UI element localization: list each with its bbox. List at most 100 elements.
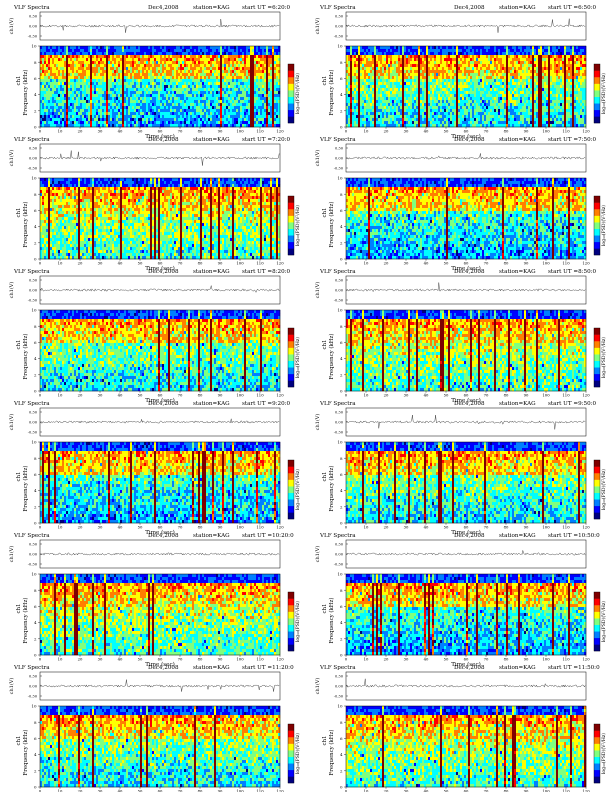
spectrogram-cell: [490, 55, 493, 59]
spectrogram-cell: [210, 58, 213, 62]
spectrogram-cell: [452, 55, 455, 59]
spectrogram-cell: [278, 115, 281, 119]
spectrogram-cell: [268, 97, 271, 101]
spectrogram-cell: [540, 67, 543, 71]
spectrogram-cell: [524, 58, 527, 62]
spectrogram-cell: [44, 118, 47, 122]
spectrogram-cell: [498, 82, 501, 86]
spectrogram-cell: [134, 58, 137, 62]
spectrogram-cell: [408, 58, 411, 62]
spectrogram-cell: [398, 82, 401, 86]
spectrogram-cell: [254, 52, 257, 56]
spectrogram-cell: [434, 79, 437, 83]
spectrogram-cell: [414, 70, 417, 74]
spectrogram-cell: [152, 109, 155, 113]
spectrogram-cell: [540, 49, 543, 53]
spectrogram-cell: [62, 124, 65, 128]
spectrogram-cell: [194, 49, 197, 53]
spectrogram-cell: [572, 70, 575, 74]
spectrogram-cell: [520, 67, 523, 71]
spectrogram-cell: [82, 46, 85, 50]
spectrogram-cell: [224, 103, 227, 107]
spectrogram-cell: [230, 58, 233, 62]
spectrogram-cell: [86, 58, 89, 62]
spectrogram-cell: [568, 67, 571, 71]
spectrogram-cell: [422, 73, 425, 77]
spectrogram-cell: [60, 112, 63, 116]
spectrogram-cell: [98, 52, 101, 56]
spectrogram-cell: [142, 112, 145, 116]
spectrogram-cell: [464, 49, 467, 53]
spectrogram-cell: [42, 112, 45, 116]
spectrogram-cell: [384, 52, 387, 56]
spectrogram-cell: [50, 106, 53, 110]
spectrogram-cell: [146, 103, 149, 107]
spectrogram-cell: [270, 115, 273, 119]
spectrogram-cell: [74, 67, 77, 71]
spectrogram-cell: [140, 91, 143, 95]
spectrogram-cell: [238, 61, 241, 65]
spectrogram-cell: [102, 70, 105, 74]
spectrogram-cell: [372, 67, 375, 71]
spectrogram-cell: [160, 100, 163, 104]
spectrogram-cell: [200, 49, 203, 53]
spectrogram-cell: [484, 70, 487, 74]
spectrogram-cell: [156, 100, 159, 104]
spectrogram-cell: [140, 115, 143, 119]
spectrogram-cell: [372, 79, 375, 83]
spectrogram-cell: [210, 112, 213, 116]
spectrogram-cell: [428, 67, 431, 71]
spectrogram-cell: [408, 55, 411, 59]
spectrogram-cell: [76, 67, 79, 71]
spectrogram-cell: [574, 67, 577, 71]
spectrogram-cell: [200, 82, 203, 86]
spectrogram-cell: [78, 91, 81, 95]
spectrogram-cell: [422, 82, 425, 86]
spectrogram-cell: [496, 85, 499, 89]
spectrogram-cell: [580, 70, 583, 74]
spectrogram-cell: [74, 121, 77, 125]
spectrogram-cell: [78, 88, 81, 92]
spectrogram-cell: [512, 64, 515, 68]
spectrogram-cell: [390, 79, 393, 83]
spectrogram-cell: [44, 82, 47, 86]
spectrogram-cell: [202, 73, 205, 77]
spectrogram-cell: [568, 46, 571, 50]
spectrogram-cell: [102, 124, 105, 128]
spectrogram-cell: [480, 82, 483, 86]
spectrogram-cell: [224, 100, 227, 104]
spectrogram-cell: [156, 85, 159, 89]
spectrogram-cell: [144, 118, 147, 122]
spectrogram-cell: [160, 109, 163, 113]
spectrogram-cell: [206, 121, 209, 125]
spectrogram-cell: [108, 52, 111, 56]
spectrogram-cell: [110, 100, 113, 104]
spectrogram-cell: [528, 64, 531, 68]
spectrogram-cell: [182, 52, 185, 56]
spectrogram-cell: [118, 100, 121, 104]
spectrogram-cell: [172, 76, 175, 80]
spectrogram-cell: [76, 100, 79, 104]
spectrogram-cell: [568, 70, 571, 74]
spectrogram-cell: [400, 79, 403, 83]
spectrogram-cell: [582, 70, 585, 74]
spectrogram-cell: [194, 118, 197, 122]
spectrogram-cell: [76, 49, 79, 53]
spectrogram-cell: [182, 73, 185, 77]
spectrogram-cell: [518, 55, 521, 59]
spectrogram-cell: [262, 97, 265, 101]
spectrogram-cell: [502, 85, 505, 89]
spectrogram-cell: [196, 121, 199, 125]
spectrogram-cell: [248, 73, 251, 77]
spectrogram-cell: [78, 61, 81, 65]
spectrogram-cell: [554, 58, 557, 62]
spectrogram-cell: [546, 82, 549, 86]
spectrogram-cell: [192, 76, 195, 80]
spectrogram-cell: [146, 106, 149, 110]
spectrogram-cell: [168, 79, 171, 83]
spectrogram-cell: [208, 52, 211, 56]
spectrogram-cell: [444, 79, 447, 83]
spectrogram-cell: [274, 55, 277, 59]
spectrogram-cell: [412, 64, 415, 68]
spectrogram-cell: [146, 55, 149, 59]
